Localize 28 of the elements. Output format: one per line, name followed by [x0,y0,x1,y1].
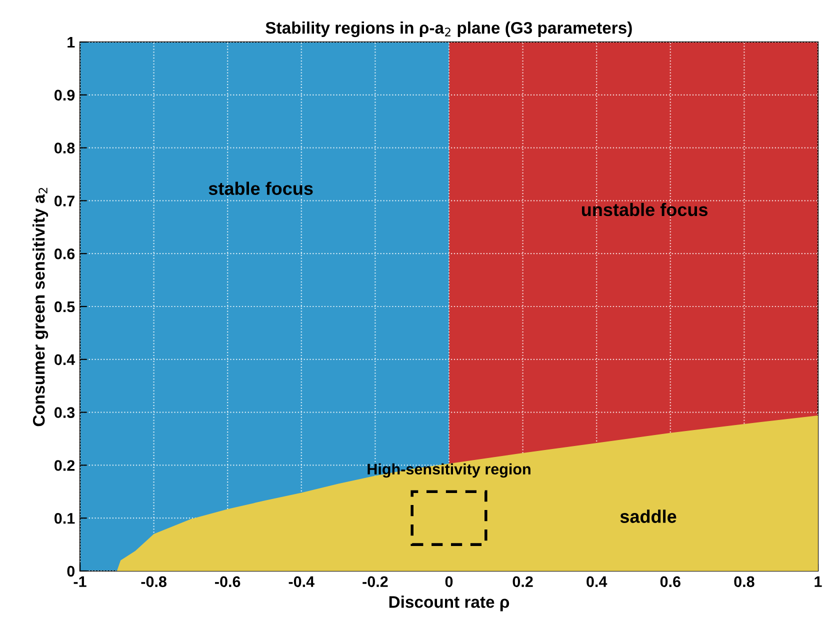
y-tick-label: 1 [68,37,75,48]
x-tick-label: -1 [74,576,86,587]
y-tick-label: 0.7 [54,196,74,206]
x-tick-label: 1 [814,576,822,587]
y-axis-title: Consumer green sensitivity a$_{2}$ [32,188,48,426]
x-tick-label: 0.2 [512,576,533,588]
y-tick-label: 0.8 [54,142,75,154]
x-tick-label: -0.8 [141,576,166,588]
x-tick-label: -0.2 [362,576,388,588]
x-axis-title: Discount rate ρ [389,596,510,612]
annotation: saddle [620,510,676,523]
y-tick-label: 0.5 [54,301,75,312]
y-tick-label: 0.1 [54,512,75,524]
y-tick-label: 0.4 [54,354,76,366]
y-tick-label: 0.2 [54,460,75,471]
annotation: unstable focus [582,202,708,216]
y-tick-label: 0.6 [54,248,75,260]
x-tick-label: -0.4 [288,576,314,588]
annotation: stable focus [208,182,313,195]
x-tick-label: 0 [445,576,453,588]
chart-title: Stability regions in ρ-a$_{2}$ plane (G3 parameters) [266,22,632,38]
y-tick-label: 0.3 [54,407,75,418]
x-tick-label: -0.6 [215,576,240,588]
x-tick-label: 0.6 [660,576,680,588]
y-tick-label: 0 [67,566,75,577]
x-tick-label: 0.4 [586,576,608,588]
y-tick-label: 0.9 [54,90,75,101]
x-tick-label: 0.8 [734,576,754,588]
